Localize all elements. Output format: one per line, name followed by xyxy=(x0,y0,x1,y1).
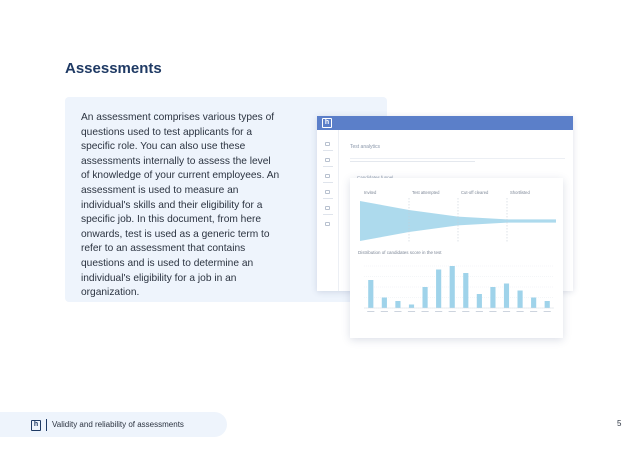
footer-title: Validity and reliability of assessments xyxy=(52,420,184,429)
bar xyxy=(476,294,482,308)
x-tick-label xyxy=(543,311,551,312)
bar xyxy=(368,280,374,308)
brand-logo-icon: h xyxy=(31,420,41,431)
bar xyxy=(517,290,523,308)
funnel-stage-label: Invited xyxy=(364,190,377,195)
footer-separator xyxy=(46,419,47,431)
bar xyxy=(381,297,387,308)
bar xyxy=(531,297,537,308)
app-tab-underline xyxy=(350,161,475,162)
bar xyxy=(503,283,510,308)
distribution-chart-title: Distribution of candidates score in the … xyxy=(358,250,442,255)
funnel-section-label: Candidates funnel xyxy=(357,175,393,180)
bar xyxy=(395,301,401,308)
page-number: 5 xyxy=(617,419,622,428)
sidebar-candidates-icon xyxy=(325,174,330,178)
x-tick-label xyxy=(380,311,388,312)
bar xyxy=(449,266,455,308)
x-tick-label xyxy=(475,311,483,312)
bar xyxy=(463,273,469,308)
app-sidebar xyxy=(317,130,339,291)
app-header-bar: h xyxy=(317,116,573,130)
x-tick-label xyxy=(448,311,456,312)
description-text: An assessment comprises various types of… xyxy=(81,112,280,299)
x-tick-label xyxy=(489,311,497,312)
bar xyxy=(490,287,496,308)
app-divider xyxy=(350,158,565,159)
score-distribution-chart xyxy=(364,265,554,312)
sidebar-settings-icon xyxy=(325,222,330,226)
app-heading: Test analytics xyxy=(350,144,381,150)
x-tick-label xyxy=(502,311,511,312)
sidebar-library-icon xyxy=(325,206,330,210)
x-tick-label xyxy=(435,311,443,312)
bar xyxy=(544,301,550,308)
x-tick-label xyxy=(421,311,429,312)
sidebar-home-icon xyxy=(325,142,330,146)
sidebar-divider xyxy=(323,214,333,215)
sidebar-reports-icon xyxy=(325,190,330,194)
x-tick-label xyxy=(462,311,470,312)
sidebar-tests-icon xyxy=(325,158,330,162)
bar xyxy=(408,304,415,308)
funnel-stage-label: Shortlisted xyxy=(510,190,530,195)
footer-bar: h Validity and reliability of assessment… xyxy=(0,412,227,437)
candidates-funnel-chart xyxy=(360,198,556,243)
bar xyxy=(422,287,428,308)
funnel-stage-label: Cut-off cleared xyxy=(461,190,489,195)
sidebar-divider xyxy=(323,150,333,151)
page-title: Assessments xyxy=(65,60,162,77)
x-tick-label xyxy=(516,311,524,312)
x-tick-label xyxy=(530,311,538,312)
analytics-chart-card: Invited Test attempted Cut-off cleared S… xyxy=(350,178,563,338)
x-tick-label xyxy=(367,311,375,312)
app-logo-icon: h xyxy=(322,118,332,128)
funnel-stage-label: Test attempted xyxy=(412,190,440,195)
sidebar-divider xyxy=(323,166,333,167)
x-tick-label xyxy=(394,311,402,312)
x-tick-label xyxy=(407,311,416,312)
sidebar-divider xyxy=(323,182,333,183)
bar xyxy=(436,269,442,308)
sidebar-divider xyxy=(323,198,333,199)
